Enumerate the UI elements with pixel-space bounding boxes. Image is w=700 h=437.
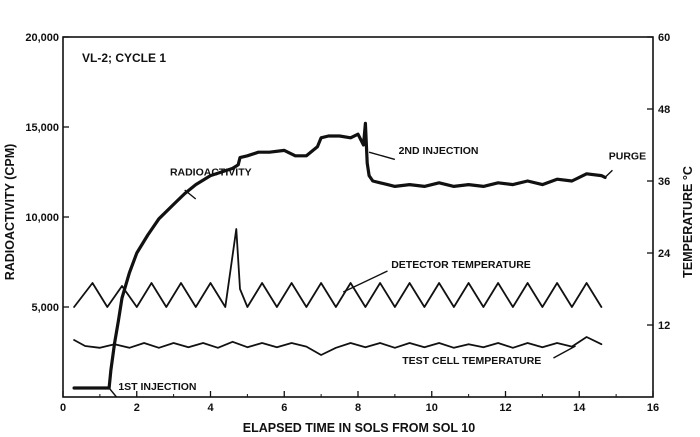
x-tick-label: 6	[281, 402, 287, 414]
y-right-tick-label: 48	[658, 104, 670, 116]
x-tick-label: 8	[355, 402, 361, 414]
plot-border	[62, 36, 654, 398]
y-left-tick-label: 5,000	[31, 302, 59, 314]
y-left-tick-label: 10,000	[25, 212, 59, 224]
axes: 0 2 4 6 8 10 12 14 165,00010,00015,00020,0001224…	[25, 32, 671, 414]
series-line-test-cell-temperature	[73, 336, 603, 356]
y-right-tick-label: 12	[658, 320, 670, 332]
annotation-label: RADIOACTIVITY	[170, 167, 252, 179]
x-tick-label: 16	[647, 402, 659, 414]
x-tick-label: 2	[134, 402, 140, 414]
x-tick-label: 0	[60, 402, 66, 414]
y-right-tick-label: 36	[658, 176, 670, 188]
series-line-detector-temperature	[73, 228, 603, 308]
chart-title: VL-2; CYCLE 1	[82, 51, 166, 65]
x-tick-label: 12	[499, 402, 511, 414]
plot-frame	[62, 36, 654, 398]
x-tick-label: 4	[207, 402, 214, 414]
x-axis-title: ELAPSED TIME IN SOLS FROM SOL 10	[243, 421, 475, 435]
y-left-tick-label: 15,000	[25, 122, 59, 134]
y-axis-right-title: TEMPERATURE °C	[681, 166, 695, 278]
annotation-leader	[184, 189, 197, 200]
annotation-label: 2ND INJECTION	[399, 145, 479, 157]
annotation-label: PURGE	[609, 150, 646, 162]
series-line-radioactivity	[72, 121, 607, 390]
annotation-label: 1ST INJECTION	[118, 381, 196, 393]
series-lines	[72, 121, 607, 390]
annotation-label: DETECTOR TEMPERATURE	[391, 259, 531, 271]
annotation-label: TEST CELL TEMPERATURE	[402, 355, 541, 367]
y-right-tick-label: 60	[658, 32, 670, 44]
x-tick-label: 10	[426, 402, 438, 414]
annotation-leader	[604, 169, 613, 178]
annotation-leader	[368, 151, 396, 161]
x-tick-label: 14	[573, 402, 586, 414]
annotation-leader	[108, 387, 118, 398]
annotation-leader	[342, 270, 388, 293]
annotation-leader	[553, 345, 576, 359]
y-axis-left-title: RADIOACTIVITY (CPM)	[3, 144, 17, 281]
annotations: RADIOACTIVITY 2ND INJECTION PURGE DETECTOR …	[108, 145, 646, 398]
y-left-tick-label: 20,000	[25, 32, 59, 44]
y-right-tick-label: 24	[658, 248, 671, 260]
